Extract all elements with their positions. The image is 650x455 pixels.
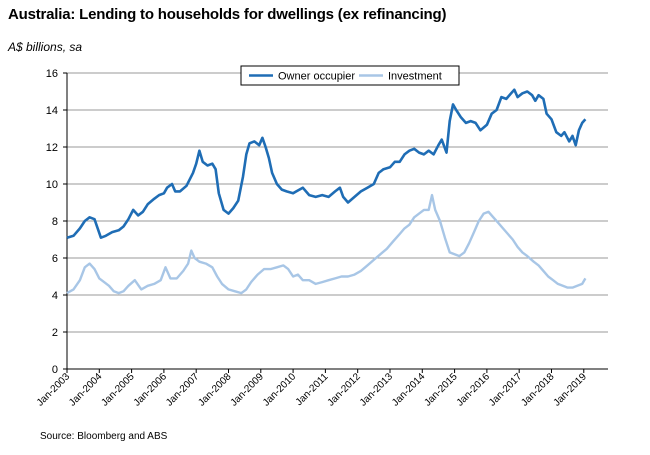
x-tick-label: Jan-2016	[455, 371, 493, 409]
y-tick-label: 8	[52, 216, 58, 228]
source-note: Source: Bloomberg and ABS	[40, 431, 168, 442]
legend-item-owner-occupier-label: Owner occupier	[278, 71, 355, 83]
x-tick-label: Jan-2010	[261, 371, 299, 409]
x-tick-label: Jan-2017	[487, 371, 525, 409]
x-tick-label: Jan-2011	[294, 371, 331, 408]
y-tick-label: 12	[46, 142, 58, 154]
chart-title: Australia: Lending to households for dwe…	[8, 6, 447, 23]
x-tick-label: Jan-2005	[99, 371, 137, 409]
y-tick-label: 6	[52, 253, 58, 265]
legend: Owner occupier Investment	[240, 65, 460, 86]
x-tick-label: Jan-2018	[519, 371, 557, 409]
x-tick-labels: Jan-2003Jan-2004Jan-2005Jan-2006Jan-2007…	[35, 371, 589, 409]
x-tick-label: Jan-2004	[67, 371, 105, 409]
y-axis-unit-label: A$ billions, sa	[8, 40, 83, 54]
series-line-investment	[66, 193, 587, 295]
x-tick-label: Jan-2003	[35, 371, 73, 409]
x-tick-label: Jan-2019	[552, 371, 590, 409]
x-tick-label: Jan-2015	[422, 371, 460, 409]
x-tick-label: Jan-2008	[196, 371, 234, 409]
y-tick-labels: 0 2 4 6 8 10 12 14 16	[46, 68, 58, 376]
y-tick-label: 4	[52, 290, 58, 302]
x-tick-label: Jan-2009	[229, 371, 267, 409]
legend-box	[240, 65, 460, 86]
y-tick-label: 2	[52, 327, 58, 339]
y-tick-label: 0	[52, 364, 58, 376]
axes	[63, 72, 608, 373]
x-tick-label: Jan-2013	[358, 371, 396, 409]
y-tick-label: 14	[46, 105, 58, 117]
grid-lines	[67, 72, 608, 333]
legend-item-investment-label: Investment	[388, 71, 442, 83]
x-tick-label: Jan-2007	[164, 371, 202, 409]
y-tick-label: 16	[46, 68, 58, 80]
series-line-owner-occupier	[66, 88, 587, 239]
x-tick-label: Jan-2006	[132, 371, 170, 409]
x-tick-label: Jan-2014	[390, 371, 428, 409]
x-tick-label: Jan-2012	[326, 371, 364, 409]
y-tick-label: 10	[46, 179, 58, 191]
series-lines	[66, 88, 587, 295]
